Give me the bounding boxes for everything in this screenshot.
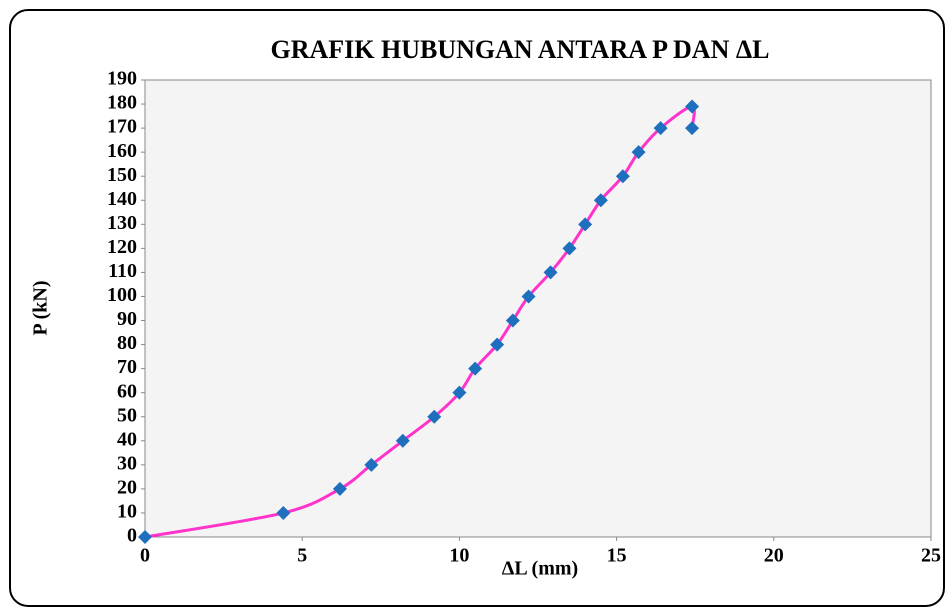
chart-title: GRAFIK HUBUNGAN ANTARA P DAN ΔL: [270, 35, 769, 64]
y-tick-label: 40: [117, 428, 137, 450]
data-point: [631, 145, 646, 160]
data-point: [468, 361, 483, 376]
y-tick-label: 140: [107, 188, 137, 210]
x-tick-label: 25: [921, 545, 941, 567]
y-tick-label: 110: [108, 260, 137, 282]
data-point: [452, 385, 467, 400]
y-tick-label: 80: [117, 332, 137, 354]
y-tick-label: 90: [117, 308, 137, 330]
data-point: [578, 217, 593, 232]
y-tick-label: 150: [107, 164, 137, 186]
data-point: [332, 481, 347, 496]
y-tick-label: 120: [107, 236, 137, 258]
y-tick-label: 180: [107, 92, 137, 114]
y-tick-label: 30: [117, 452, 137, 474]
data-point: [138, 530, 152, 544]
x-tick-label: 5: [297, 545, 307, 567]
x-tick-label: 10: [449, 545, 469, 567]
data-point: [593, 193, 608, 208]
y-tick-label: 160: [107, 140, 137, 162]
y-tick-label: 70: [117, 356, 137, 378]
data-point: [490, 337, 505, 352]
y-tick-label: 10: [117, 501, 137, 523]
data-point: [653, 121, 668, 136]
data-point: [505, 313, 520, 328]
data-point: [364, 457, 379, 472]
x-tick-label: 15: [607, 545, 627, 567]
data-point: [276, 505, 291, 520]
y-axis-label: P (kN): [30, 281, 52, 336]
data-point: [543, 265, 558, 280]
y-tick-label: 130: [107, 212, 137, 234]
data-point: [685, 121, 700, 136]
y-tick-label: 0: [127, 525, 137, 547]
x-tick-label: 0: [140, 545, 150, 567]
data-point: [615, 169, 630, 184]
y-tick-label: 50: [117, 404, 137, 426]
x-axis-label: ΔL (mm): [502, 558, 578, 580]
x-tick-label: 20: [764, 545, 784, 567]
y-tick-label: 60: [117, 380, 137, 402]
data-point: [685, 99, 700, 114]
data-point: [562, 241, 577, 256]
y-tick-label: 190: [107, 68, 137, 90]
data-point: [521, 289, 536, 304]
data-point: [427, 409, 442, 424]
plot-area: [144, 79, 932, 538]
y-tick-label: 100: [107, 284, 137, 306]
y-tick-label: 20: [117, 476, 137, 498]
data-point: [395, 433, 410, 448]
y-tick-label: 170: [107, 116, 137, 138]
